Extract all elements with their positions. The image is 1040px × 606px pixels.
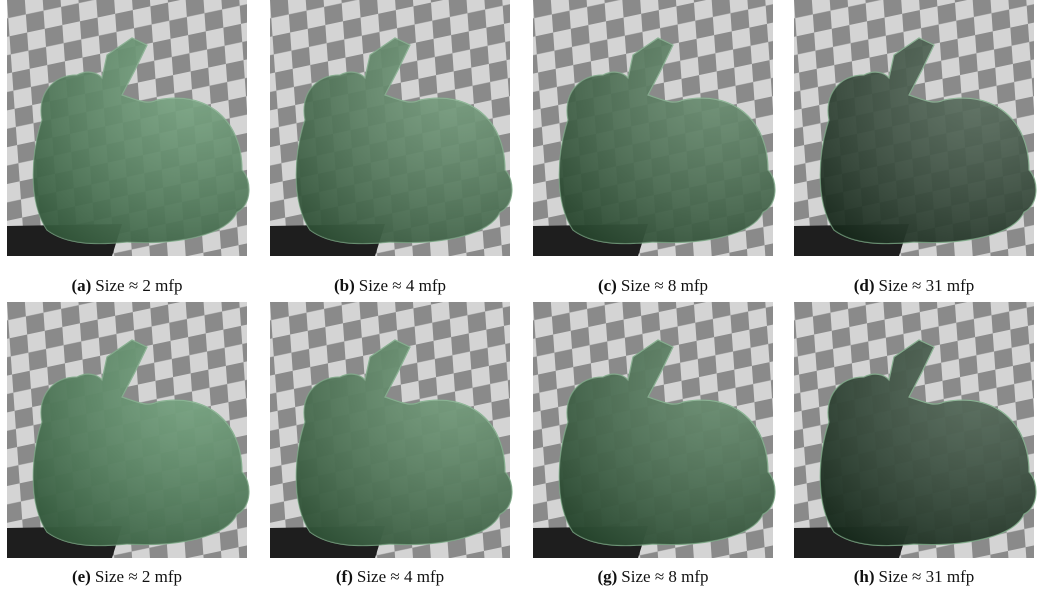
caption-text: Size ≈ 31 mfp	[879, 567, 975, 586]
caption-text: Size ≈ 31 mfp	[879, 276, 975, 295]
caption-text: Size ≈ 8 mfp	[621, 567, 708, 586]
panel	[270, 0, 513, 256]
caption-label: (d)	[854, 276, 875, 295]
caption-label: (e)	[72, 567, 91, 586]
caption-label: (f)	[336, 567, 353, 586]
panel	[533, 0, 776, 256]
caption: (a) Size ≈ 2 mfp	[71, 276, 182, 295]
caption: (c) Size ≈ 8 mfp	[598, 276, 708, 295]
caption-text: Size ≈ 4 mfp	[359, 276, 446, 295]
caption: (f) Size ≈ 4 mfp	[336, 567, 444, 586]
bunny-shading	[296, 38, 512, 244]
panel	[7, 302, 250, 558]
caption-text: Size ≈ 2 mfp	[95, 276, 182, 295]
bunny-shading	[820, 340, 1036, 546]
bunny-shading	[33, 340, 249, 546]
bunny-shading	[820, 38, 1036, 244]
panel	[7, 0, 250, 256]
bunny-shading	[559, 38, 775, 244]
caption: (d) Size ≈ 31 mfp	[854, 276, 975, 295]
caption-label: (h)	[854, 567, 875, 586]
panel	[794, 302, 1037, 558]
caption: (h) Size ≈ 31 mfp	[854, 567, 975, 586]
caption: (g) Size ≈ 8 mfp	[597, 567, 708, 586]
caption-label: (c)	[598, 276, 617, 295]
caption-label: (g)	[597, 567, 617, 586]
panel	[533, 302, 776, 558]
bunny-shading	[559, 340, 775, 546]
caption-text: Size ≈ 8 mfp	[621, 276, 708, 295]
bunny-shading	[296, 340, 512, 546]
caption: (b) Size ≈ 4 mfp	[334, 276, 446, 295]
caption-text: Size ≈ 4 mfp	[357, 567, 444, 586]
panel	[794, 0, 1037, 256]
caption-label: (b)	[334, 276, 355, 295]
caption-text: Size ≈ 2 mfp	[95, 567, 182, 586]
panel	[270, 302, 513, 558]
bunny-shading	[33, 38, 249, 244]
caption-label: (a)	[71, 276, 91, 295]
caption: (e) Size ≈ 2 mfp	[72, 567, 182, 586]
